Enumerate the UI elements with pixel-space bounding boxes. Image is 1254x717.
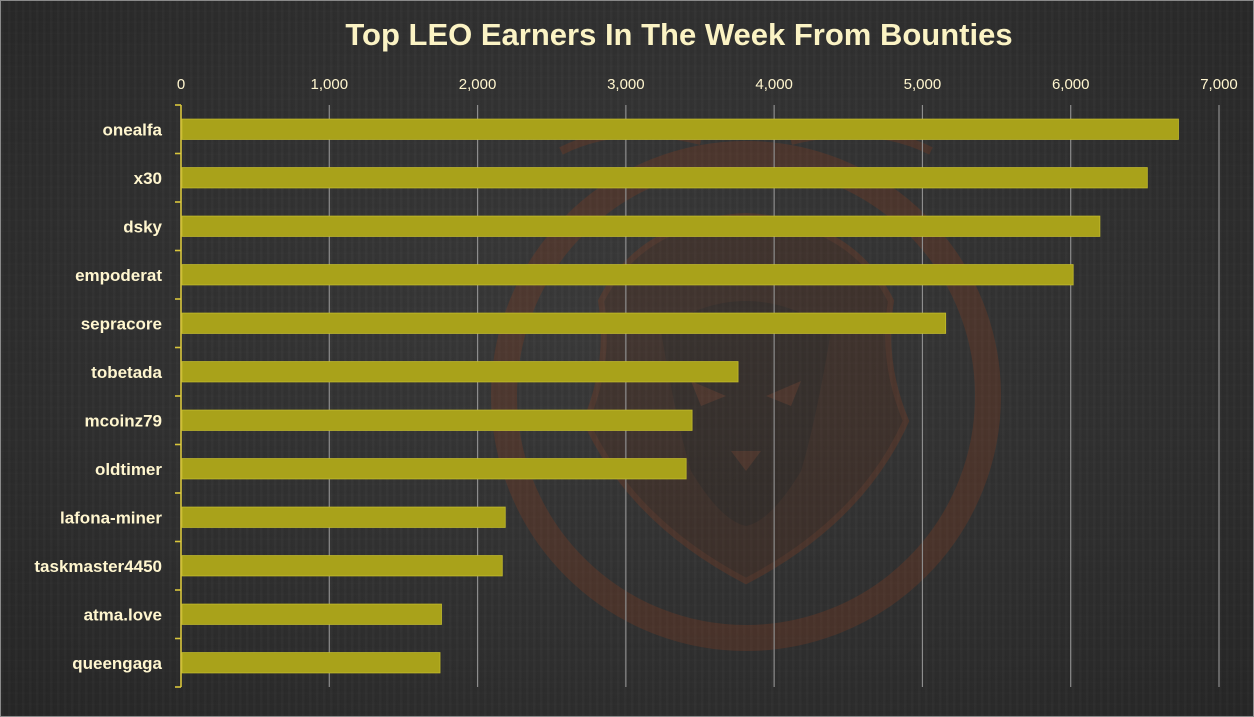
bars (181, 118, 1179, 674)
bar (181, 167, 1148, 189)
bar (181, 264, 1074, 286)
bar (181, 603, 442, 625)
bar (181, 215, 1101, 237)
bar (181, 409, 693, 431)
x-tick-label: 7,000 (1200, 76, 1238, 93)
x-tick-label: 6,000 (1052, 76, 1090, 93)
category-label: tobetada (91, 363, 162, 382)
category-label: x30 (134, 169, 162, 188)
bar (181, 555, 503, 577)
category-label: oldtimer (95, 460, 162, 479)
gridlines (328, 105, 1220, 687)
category-label: onealfa (102, 120, 162, 139)
category-label: empoderat (75, 266, 162, 285)
bar (181, 118, 1179, 140)
bar (181, 652, 441, 674)
x-tick-label: 1,000 (311, 76, 349, 93)
bar (181, 361, 739, 383)
x-tick-label: 0 (177, 76, 185, 93)
x-tick-label: 2,000 (459, 76, 497, 93)
bar (181, 506, 506, 528)
x-axis-ticks: 0 1,000 2,000 3,000 4,000 5,000 6,000 7,000 (177, 76, 1238, 93)
y-axis (175, 104, 182, 688)
category-label: lafona-miner (60, 508, 162, 527)
chart-title: Top LEO Earners In The Week From Bountie… (345, 17, 1012, 52)
x-tick-label: 3,000 (607, 76, 645, 93)
category-label: queengaga (72, 654, 162, 673)
category-label: mcoinz79 (85, 411, 162, 430)
category-label: sepracore (81, 314, 162, 333)
category-label: taskmaster4450 (34, 557, 162, 576)
category-label: dsky (123, 217, 162, 236)
bar (181, 458, 687, 480)
lion-logo-icon (491, 129, 1001, 651)
category-label: atma.love (84, 605, 162, 624)
category-labels: onealfa x30 dsky empoderat sepracore tobetada… (34, 120, 162, 673)
x-tick-label: 5,000 (904, 76, 942, 93)
x-tick-label: 4,000 (755, 76, 793, 93)
bar (181, 312, 947, 334)
